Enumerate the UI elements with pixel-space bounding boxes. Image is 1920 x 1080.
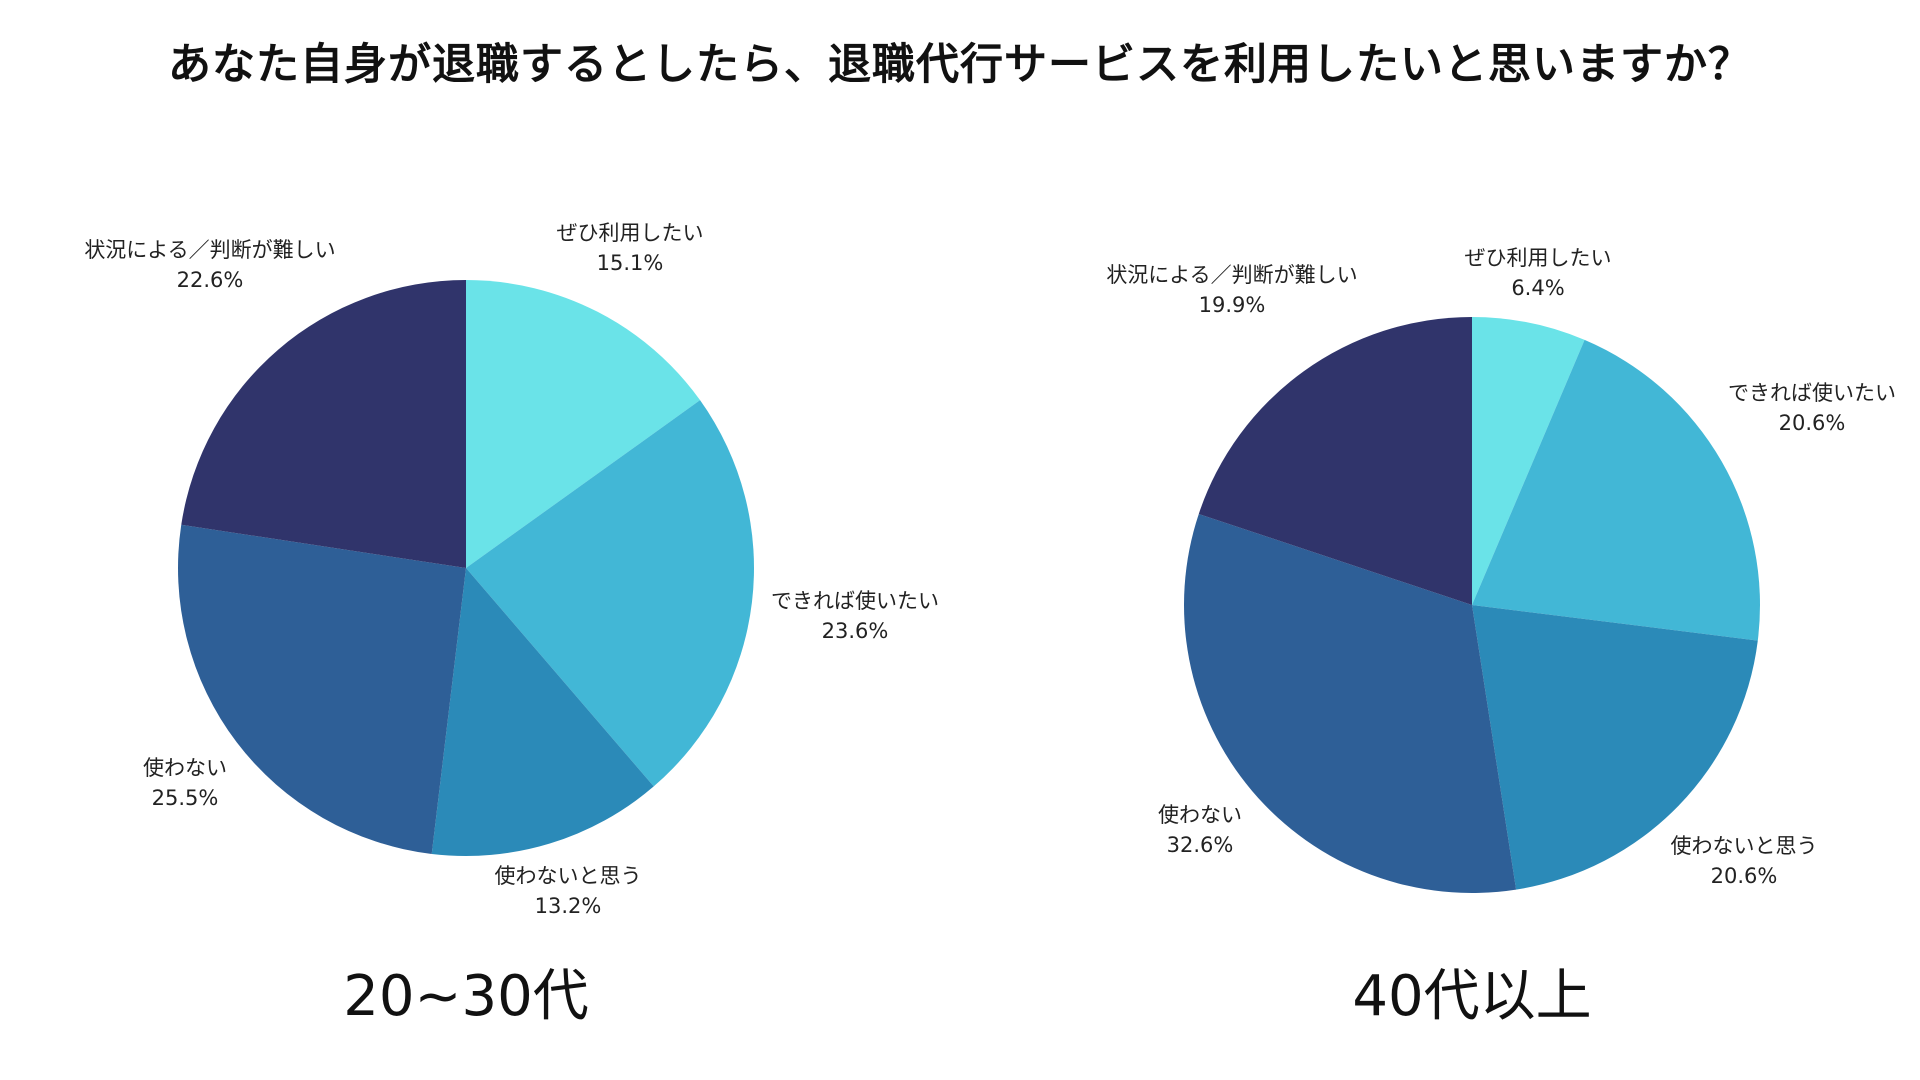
slice-label: 状況による／判断が難しい bbox=[84, 238, 335, 262]
pie-chart-20-30: ぜひ利用したい 15.1% できれば使いたい 23.6% 使わないと思う 13.2% 使わな… bbox=[84, 221, 939, 1029]
slice-value-label: 19.9% bbox=[1199, 293, 1266, 317]
slice-value-label: 22.6% bbox=[177, 268, 244, 292]
pie-slice bbox=[177, 524, 466, 854]
slice-label: できれば使いたい bbox=[771, 589, 939, 613]
slice-label: 使わないと思う bbox=[1671, 834, 1818, 858]
slice-value-label: 15.1% bbox=[597, 251, 664, 275]
slice-value-label: 20.6% bbox=[1779, 411, 1846, 435]
slice-label: ぜひ利用したい bbox=[557, 221, 704, 245]
slice-value-label: 6.4% bbox=[1511, 276, 1564, 300]
pie-slice bbox=[1198, 317, 1472, 605]
pie-slice bbox=[431, 568, 654, 857]
chart-title: 40代以上 bbox=[1352, 964, 1591, 1029]
pie-slice bbox=[1472, 605, 1758, 890]
pie-chart-40-plus: ぜひ利用したい 6.4% できれば使いたい 20.6% 使わないと思う 20.6% 使わない… bbox=[1106, 246, 1896, 1029]
slice-label: 使わない bbox=[143, 756, 227, 780]
page-title: あなた自身が退職するとしたら、退職代行サービスを利用したいと思いますか？ bbox=[168, 40, 1752, 90]
chart-title: 20~30代 bbox=[343, 964, 588, 1029]
slice-value-label: 23.6% bbox=[822, 619, 889, 643]
slice-label: できれば使いたい bbox=[1728, 381, 1896, 405]
slice-value-label: 20.6% bbox=[1711, 864, 1778, 888]
slice-label: 使わないと思う bbox=[495, 864, 642, 888]
pie-slice bbox=[466, 400, 754, 787]
pie-slice bbox=[1472, 317, 1585, 605]
pie-slice bbox=[181, 280, 466, 568]
pie-slice bbox=[466, 280, 701, 568]
slice-label: 状況による／判断が難しい bbox=[1106, 263, 1357, 287]
slice-value-label: 25.5% bbox=[152, 786, 219, 810]
slice-label: ぜひ利用したい bbox=[1465, 246, 1612, 270]
slice-label: 使わない bbox=[1158, 803, 1242, 827]
slice-value-label: 13.2% bbox=[535, 894, 602, 918]
pie-slice bbox=[1184, 513, 1517, 893]
pie-slice bbox=[1472, 339, 1760, 641]
slice-value-label: 32.6% bbox=[1167, 833, 1234, 857]
